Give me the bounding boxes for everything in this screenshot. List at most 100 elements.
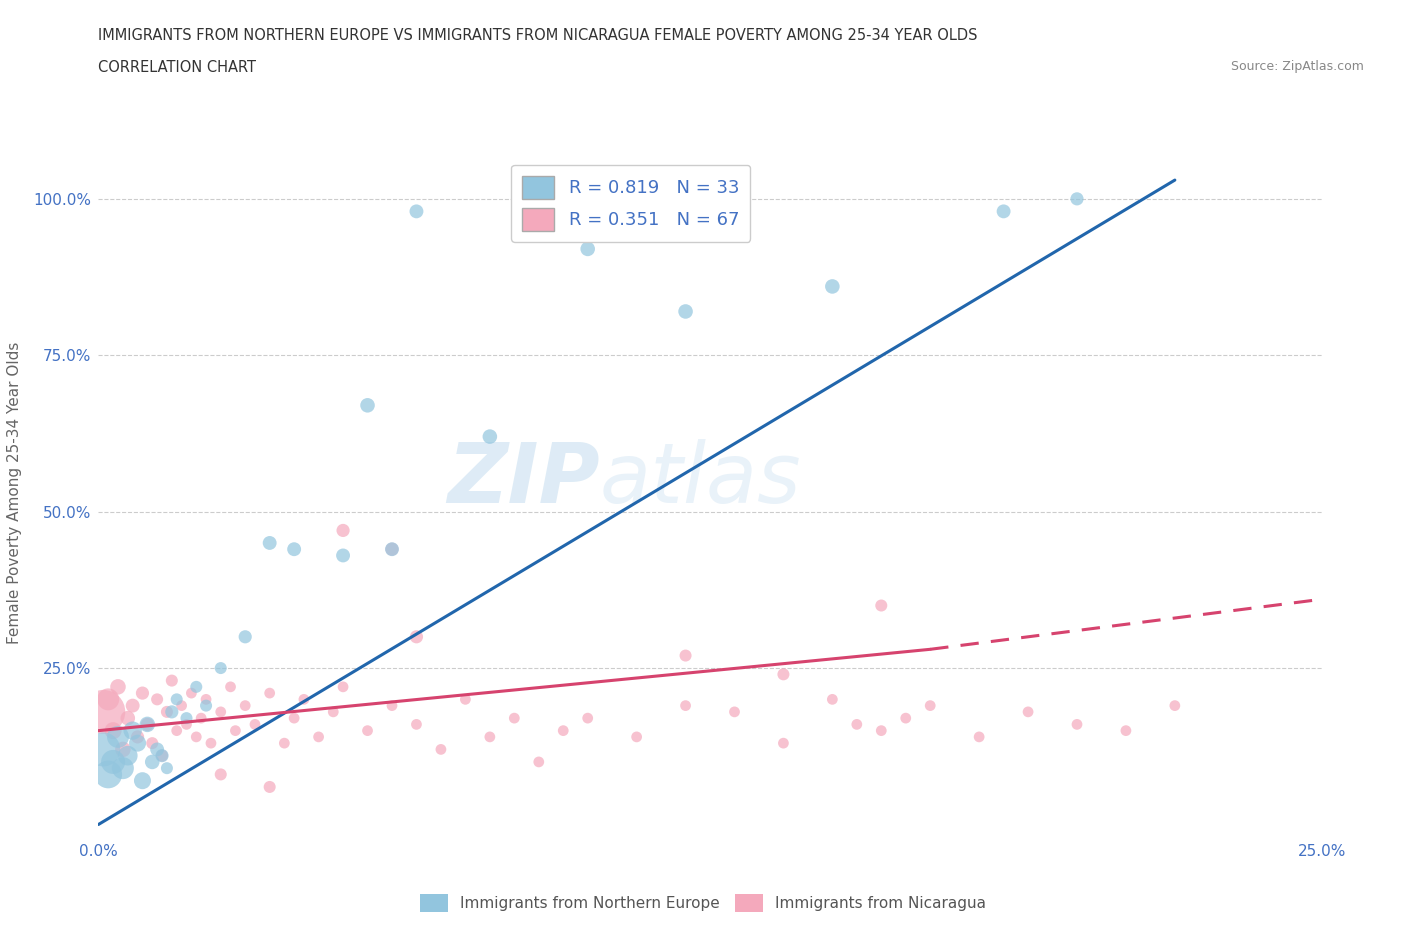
- Point: [127, 729, 149, 744]
- Point: [723, 704, 745, 719]
- Point: [1164, 698, 1187, 713]
- Point: [675, 304, 697, 319]
- Point: [121, 724, 143, 738]
- Point: [356, 724, 378, 738]
- Point: [553, 724, 575, 738]
- Point: [111, 761, 134, 776]
- Point: [107, 680, 129, 695]
- Legend: R = 0.819   N = 33, R = 0.351   N = 67: R = 0.819 N = 33, R = 0.351 N = 67: [512, 165, 751, 242]
- Point: [136, 717, 159, 732]
- Point: [180, 685, 202, 700]
- Point: [772, 667, 794, 682]
- Point: [224, 724, 246, 738]
- Point: [233, 698, 256, 713]
- Point: [121, 698, 143, 713]
- Point: [141, 754, 163, 769]
- Point: [97, 767, 120, 782]
- Point: [576, 711, 599, 725]
- Point: [176, 711, 198, 725]
- Point: [160, 704, 183, 719]
- Point: [233, 630, 256, 644]
- Point: [176, 717, 198, 732]
- Point: [166, 692, 188, 707]
- Point: [170, 698, 193, 713]
- Point: [478, 729, 501, 744]
- Point: [405, 204, 427, 219]
- Point: [308, 729, 330, 744]
- Point: [195, 692, 218, 707]
- Text: Source: ZipAtlas.com: Source: ZipAtlas.com: [1230, 60, 1364, 73]
- Point: [186, 729, 208, 744]
- Point: [97, 692, 120, 707]
- Point: [332, 523, 354, 538]
- Point: [209, 660, 232, 675]
- Point: [107, 729, 129, 744]
- Point: [259, 536, 281, 551]
- Point: [405, 717, 427, 732]
- Point: [332, 548, 354, 563]
- Point: [131, 685, 153, 700]
- Point: [209, 767, 232, 782]
- Point: [1115, 724, 1137, 738]
- Point: [131, 773, 153, 788]
- Point: [117, 749, 139, 764]
- Point: [503, 711, 526, 725]
- Point: [675, 648, 697, 663]
- Point: [1066, 717, 1088, 732]
- Text: CORRELATION CHART: CORRELATION CHART: [98, 60, 256, 75]
- Point: [243, 717, 266, 732]
- Point: [117, 711, 139, 725]
- Point: [209, 704, 232, 719]
- Point: [527, 754, 550, 769]
- Point: [454, 692, 477, 707]
- Point: [200, 736, 222, 751]
- Point: [1017, 704, 1039, 719]
- Point: [626, 729, 648, 744]
- Point: [356, 398, 378, 413]
- Point: [675, 698, 697, 713]
- Point: [870, 724, 893, 738]
- Point: [967, 729, 990, 744]
- Text: IMMIGRANTS FROM NORTHERN EUROPE VS IMMIGRANTS FROM NICARAGUA FEMALE POVERTY AMON: IMMIGRANTS FROM NORTHERN EUROPE VS IMMIG…: [98, 28, 979, 43]
- Point: [127, 736, 149, 751]
- Point: [160, 673, 183, 688]
- Point: [101, 754, 124, 769]
- Point: [156, 761, 179, 776]
- Point: [332, 680, 354, 695]
- Point: [993, 204, 1015, 219]
- Point: [292, 692, 315, 707]
- Point: [141, 736, 163, 751]
- Point: [259, 779, 281, 794]
- Point: [273, 736, 295, 751]
- Point: [381, 698, 404, 713]
- Point: [150, 749, 173, 764]
- Point: [259, 685, 281, 700]
- Point: [381, 542, 404, 557]
- Point: [381, 542, 404, 557]
- Point: [186, 680, 208, 695]
- Point: [101, 724, 124, 738]
- Point: [870, 598, 893, 613]
- Point: [1066, 192, 1088, 206]
- Text: atlas: atlas: [600, 439, 801, 520]
- Y-axis label: Female Poverty Among 25-34 Year Olds: Female Poverty Among 25-34 Year Olds: [7, 341, 22, 644]
- Point: [283, 542, 305, 557]
- Text: ZIP: ZIP: [447, 439, 600, 520]
- Point: [821, 279, 844, 294]
- Point: [150, 749, 173, 764]
- Point: [91, 704, 114, 719]
- Point: [894, 711, 917, 725]
- Point: [478, 429, 501, 444]
- Point: [772, 736, 794, 751]
- Point: [190, 711, 212, 725]
- Point: [845, 717, 868, 732]
- Point: [430, 742, 453, 757]
- Point: [91, 742, 114, 757]
- Point: [136, 717, 159, 732]
- Point: [405, 630, 427, 644]
- Point: [111, 742, 134, 757]
- Point: [146, 742, 169, 757]
- Point: [576, 242, 599, 257]
- Legend: Immigrants from Northern Europe, Immigrants from Nicaragua: Immigrants from Northern Europe, Immigra…: [415, 888, 991, 918]
- Point: [166, 724, 188, 738]
